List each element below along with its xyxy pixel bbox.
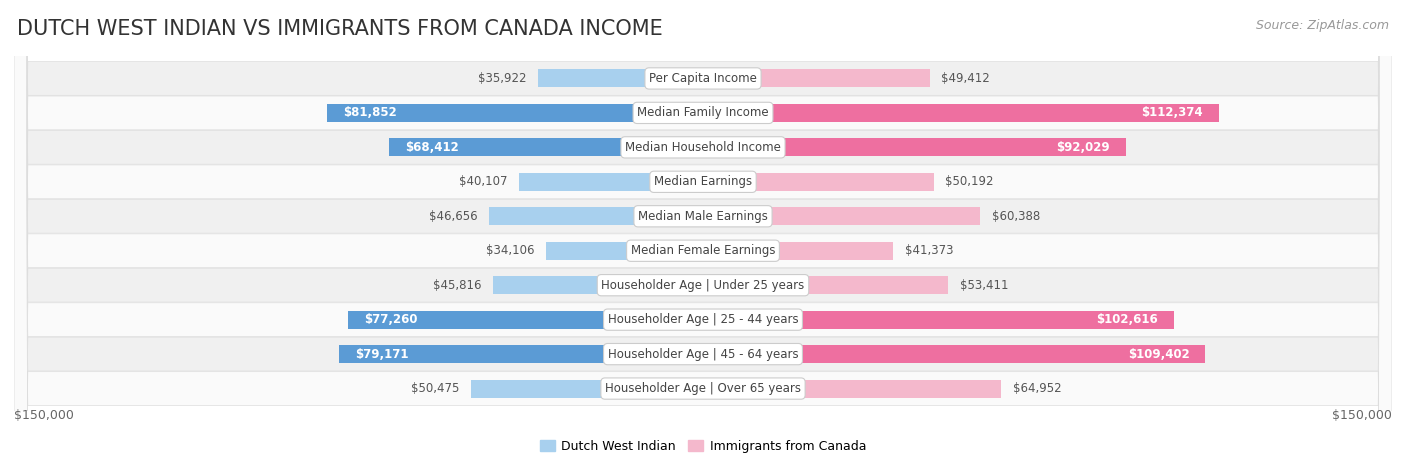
Text: $50,475: $50,475	[412, 382, 460, 395]
Text: Householder Age | 45 - 64 years: Householder Age | 45 - 64 years	[607, 347, 799, 361]
Bar	[703, 104, 1219, 122]
FancyBboxPatch shape	[14, 0, 1392, 467]
Text: $49,412: $49,412	[942, 72, 990, 85]
Bar	[389, 138, 703, 156]
Bar	[471, 380, 703, 397]
Bar	[703, 345, 1205, 363]
Bar	[489, 207, 703, 225]
Bar	[547, 242, 703, 260]
Bar	[328, 104, 703, 122]
Bar	[538, 70, 703, 87]
Text: $46,656: $46,656	[429, 210, 477, 223]
Text: Householder Age | 25 - 44 years: Householder Age | 25 - 44 years	[607, 313, 799, 326]
Bar	[703, 276, 948, 294]
Bar	[703, 242, 893, 260]
Bar	[339, 345, 703, 363]
Text: Householder Age | Under 25 years: Householder Age | Under 25 years	[602, 279, 804, 292]
Text: Source: ZipAtlas.com: Source: ZipAtlas.com	[1256, 19, 1389, 32]
FancyBboxPatch shape	[14, 0, 1392, 467]
FancyBboxPatch shape	[14, 0, 1392, 467]
Text: $40,107: $40,107	[458, 175, 508, 188]
FancyBboxPatch shape	[14, 0, 1392, 467]
Legend: Dutch West Indian, Immigrants from Canada: Dutch West Indian, Immigrants from Canad…	[534, 435, 872, 458]
Bar	[519, 173, 703, 191]
Text: $150,000: $150,000	[1331, 409, 1392, 422]
Bar	[703, 173, 934, 191]
Bar	[703, 138, 1126, 156]
Text: Median Household Income: Median Household Income	[626, 141, 780, 154]
FancyBboxPatch shape	[14, 0, 1392, 467]
FancyBboxPatch shape	[14, 0, 1392, 467]
Text: Per Capita Income: Per Capita Income	[650, 72, 756, 85]
Text: Median Male Earnings: Median Male Earnings	[638, 210, 768, 223]
Text: DUTCH WEST INDIAN VS IMMIGRANTS FROM CANADA INCOME: DUTCH WEST INDIAN VS IMMIGRANTS FROM CAN…	[17, 19, 662, 39]
Bar	[703, 380, 1001, 397]
Text: $150,000: $150,000	[14, 409, 75, 422]
Text: $79,171: $79,171	[356, 347, 409, 361]
Bar	[703, 207, 980, 225]
Text: Median Earnings: Median Earnings	[654, 175, 752, 188]
FancyBboxPatch shape	[14, 0, 1392, 467]
Bar	[349, 311, 703, 329]
FancyBboxPatch shape	[14, 0, 1392, 467]
Text: $45,816: $45,816	[433, 279, 481, 292]
Text: $60,388: $60,388	[991, 210, 1040, 223]
Text: $81,852: $81,852	[343, 106, 396, 120]
Text: $102,616: $102,616	[1097, 313, 1159, 326]
FancyBboxPatch shape	[14, 0, 1392, 467]
Text: $77,260: $77,260	[364, 313, 418, 326]
Text: $34,106: $34,106	[486, 244, 534, 257]
Text: $41,373: $41,373	[904, 244, 953, 257]
Text: Median Female Earnings: Median Female Earnings	[631, 244, 775, 257]
Text: $64,952: $64,952	[1012, 382, 1062, 395]
Text: $50,192: $50,192	[945, 175, 994, 188]
Text: $112,374: $112,374	[1142, 106, 1204, 120]
Text: $68,412: $68,412	[405, 141, 458, 154]
Bar	[492, 276, 703, 294]
Text: $35,922: $35,922	[478, 72, 526, 85]
Text: $109,402: $109,402	[1128, 347, 1189, 361]
Text: $53,411: $53,411	[960, 279, 1008, 292]
Text: Householder Age | Over 65 years: Householder Age | Over 65 years	[605, 382, 801, 395]
Text: Median Family Income: Median Family Income	[637, 106, 769, 120]
FancyBboxPatch shape	[14, 0, 1392, 467]
Bar	[703, 311, 1174, 329]
Bar	[703, 70, 929, 87]
Text: $92,029: $92,029	[1056, 141, 1109, 154]
